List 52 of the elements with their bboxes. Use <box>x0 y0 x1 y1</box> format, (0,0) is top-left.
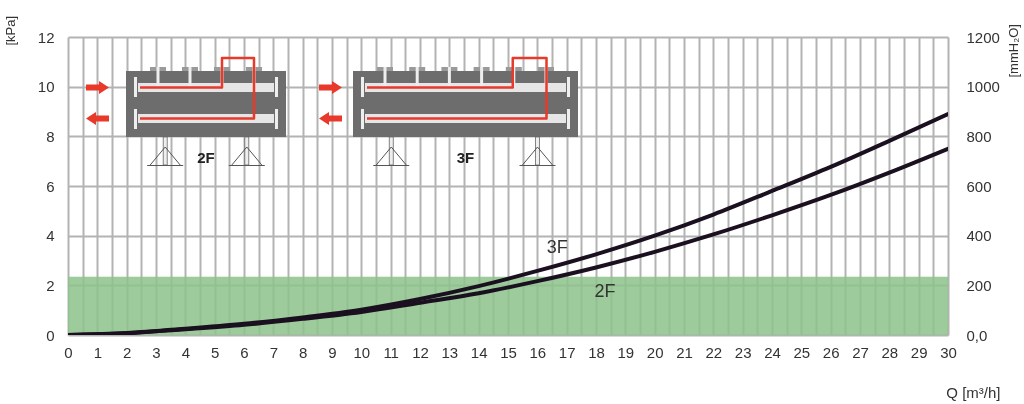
y2-tick-label: 200 <box>966 276 992 294</box>
x-tick-label: 27 <box>852 343 869 361</box>
x-tick-label: 16 <box>529 343 547 361</box>
annotation: 2F <box>197 149 215 166</box>
x-tick-label: 3 <box>152 343 161 361</box>
x-tick-label: 15 <box>500 343 517 361</box>
x-tick-label: 2 <box>122 343 132 361</box>
y2-tick-label: 400 <box>966 227 992 245</box>
x-tick-label: 1 <box>93 343 103 361</box>
x-tick-label: 4 <box>181 343 191 361</box>
x-tick-label: 6 <box>240 343 249 361</box>
x-tick-label: 22 <box>705 343 723 361</box>
y2-tick-label: 600 <box>966 177 992 195</box>
x-tick-label: 24 <box>764 343 781 361</box>
y-tick-label: 8 <box>46 127 55 145</box>
y-tick-label: 6 <box>46 177 55 195</box>
x-tick-label: 0 <box>64 343 73 361</box>
x-tick-label: 25 <box>793 343 811 361</box>
x-tick-label: 28 <box>881 343 899 361</box>
x-tick-label: 17 <box>558 343 576 361</box>
x-axis-title: Q [m³/h] <box>946 383 1001 401</box>
x-tick-label: 21 <box>676 343 693 361</box>
annotation: 3F <box>456 149 475 166</box>
x-tick-label: 18 <box>588 343 605 361</box>
series-label: 3F <box>546 236 568 257</box>
x-tick-label: 20 <box>646 343 664 361</box>
x-tick-label: 12 <box>412 343 429 361</box>
x-tick-label: 9 <box>328 343 337 361</box>
x-tick-label: 14 <box>470 343 488 361</box>
x-tick-label: 30 <box>940 343 957 361</box>
x-tick-label: 11 <box>383 343 399 361</box>
x-tick-label: 13 <box>441 343 459 361</box>
y2-tick-label: 1000 <box>966 78 1000 96</box>
y-tick-label: 10 <box>37 78 55 96</box>
x-tick-label: 29 <box>910 343 928 361</box>
y2-axis-title: [mmH₂O] <box>1005 24 1021 78</box>
y-tick-label: 0 <box>46 326 55 344</box>
x-tick-label: 7 <box>269 343 279 361</box>
x-tick-label: 26 <box>822 343 840 361</box>
x-tick-label: 10 <box>353 343 371 361</box>
y-tick-label: 4 <box>46 227 55 245</box>
y-tick-label: 12 <box>37 28 55 46</box>
y-tick-label: 2 <box>46 276 55 294</box>
y-axis-title: [kPa] <box>2 15 18 46</box>
y2-tick-label: 1200 <box>966 28 1000 46</box>
series-label: 2F <box>594 281 616 302</box>
x-tick-label: 8 <box>298 343 308 361</box>
y2-tick-label: 0,0 <box>966 326 988 344</box>
y2-tick-label: 800 <box>966 127 992 145</box>
x-tick-label: 23 <box>734 343 752 361</box>
x-tick-label: 5 <box>210 343 220 361</box>
x-tick-label: 19 <box>617 343 635 361</box>
